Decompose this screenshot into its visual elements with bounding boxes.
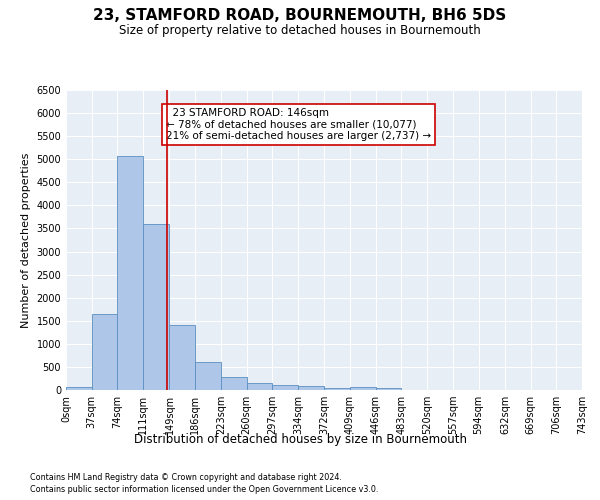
Bar [66, 386, 92, 390]
Bar [298, 386, 323, 390]
Bar [92, 314, 118, 390]
Bar [221, 376, 247, 390]
Text: Contains HM Land Registry data © Crown copyright and database right 2024.: Contains HM Land Registry data © Crown c… [30, 472, 342, 482]
Bar [169, 325, 195, 390]
Text: 23 STAMFORD ROAD: 146sqm
← 78% of detached houses are smaller (10,077)
21% of se: 23 STAMFORD ROAD: 146sqm ← 78% of detach… [166, 108, 431, 141]
Bar [376, 388, 401, 390]
Text: Distribution of detached houses by size in Bournemouth: Distribution of detached houses by size … [133, 432, 467, 446]
Bar [272, 385, 298, 390]
Y-axis label: Number of detached properties: Number of detached properties [21, 152, 31, 328]
Bar [118, 156, 143, 390]
Bar [195, 362, 221, 390]
Bar [350, 388, 376, 390]
Bar [143, 224, 169, 390]
Text: Size of property relative to detached houses in Bournemouth: Size of property relative to detached ho… [119, 24, 481, 37]
Text: Contains public sector information licensed under the Open Government Licence v3: Contains public sector information licen… [30, 485, 379, 494]
Text: 23, STAMFORD ROAD, BOURNEMOUTH, BH6 5DS: 23, STAMFORD ROAD, BOURNEMOUTH, BH6 5DS [94, 8, 506, 22]
Bar [247, 383, 272, 390]
Bar [325, 388, 350, 390]
